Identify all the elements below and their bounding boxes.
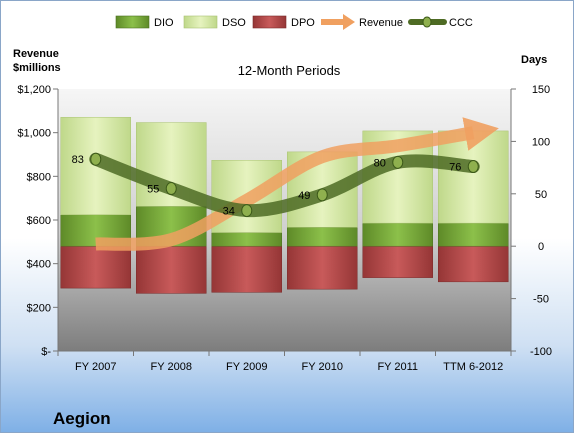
legend-swatch-ccc-point xyxy=(422,16,432,28)
plot-area xyxy=(58,89,511,351)
left-tick-label: $1,000 xyxy=(17,128,51,140)
axes-layer: $- $200 $400 $600 $800 $1,000 $1,200 -100 -50 0 50… xyxy=(17,84,552,373)
bar-dpo xyxy=(211,245,282,293)
ccc-point xyxy=(165,182,177,196)
x-tick-label: FY 2007 xyxy=(75,361,116,373)
bar-dio xyxy=(362,222,433,247)
bar-dio xyxy=(211,232,282,247)
x-tick-label: FY 2009 xyxy=(226,361,267,373)
right-tick-label: 150 xyxy=(532,84,550,96)
right-axis-title: Days xyxy=(521,54,547,66)
legend-swatch-revenue xyxy=(321,14,355,30)
left-tick-label: $400 xyxy=(27,259,51,271)
bar-dso xyxy=(438,130,509,224)
ccc-data-label: 83 xyxy=(72,154,84,166)
ccc-point xyxy=(316,188,328,202)
ccc-point xyxy=(90,152,102,166)
chart-title: 12-Month Periods xyxy=(238,63,341,78)
right-tick-label: 50 xyxy=(535,189,547,201)
ccc-data-label: 76 xyxy=(449,162,461,174)
left-tick-label: $800 xyxy=(27,171,51,183)
legend-label-ccc: CCC xyxy=(449,17,473,29)
bar-dpo xyxy=(60,245,131,289)
bar-dio xyxy=(287,227,358,247)
legend-label-dso: DSO xyxy=(222,17,246,29)
right-tick-label: -50 xyxy=(533,294,549,306)
right-tick-label: -100 xyxy=(530,346,552,358)
legend-label-dio: DIO xyxy=(154,17,174,29)
x-tick-label: FY 2011 xyxy=(377,361,418,373)
bar-dpo xyxy=(438,245,509,283)
left-tick-label: $- xyxy=(41,346,51,358)
bar-dpo xyxy=(362,245,433,278)
legend-swatch-dso xyxy=(183,15,218,29)
ccc-data-label: 55 xyxy=(147,184,159,196)
ccc-point xyxy=(241,204,253,218)
legend-swatch-dio xyxy=(115,15,150,29)
ccc-point xyxy=(392,155,404,169)
right-tick-label: 100 xyxy=(532,136,550,148)
ccc-point xyxy=(467,160,479,174)
left-axis-title-line1: Revenue xyxy=(13,48,59,60)
bar-dio xyxy=(438,222,509,247)
x-tick-label: TTM 6-2012 xyxy=(443,361,503,373)
ccc-data-label: 34 xyxy=(223,206,235,218)
bar-dpo xyxy=(287,245,358,290)
left-tick-label: $200 xyxy=(27,302,51,314)
x-tick-label: FY 2010 xyxy=(302,361,343,373)
legend-label-dpo: DPO xyxy=(291,17,315,29)
left-axis-title-line2: $millions xyxy=(13,62,61,74)
x-tick-label: FY 2008 xyxy=(151,361,192,373)
bar-dpo xyxy=(136,245,207,294)
left-tick-label: $1,200 xyxy=(17,84,51,96)
legend-swatch-dpo xyxy=(252,15,287,29)
data-labels-layer: 83 55 34 49 80 76 xyxy=(72,154,462,217)
legend-label-revenue: Revenue xyxy=(359,17,403,29)
left-tick-label: $600 xyxy=(27,215,51,227)
right-tick-label: 0 xyxy=(538,241,544,253)
lines-layer xyxy=(89,117,499,251)
revenue-line xyxy=(95,117,499,251)
company-name: Aegion xyxy=(53,409,111,428)
legend: DIO DSO DPO Revenue CCC xyxy=(115,14,473,30)
ccc-data-label: 49 xyxy=(298,190,310,202)
ccc-data-label: 80 xyxy=(374,157,386,169)
